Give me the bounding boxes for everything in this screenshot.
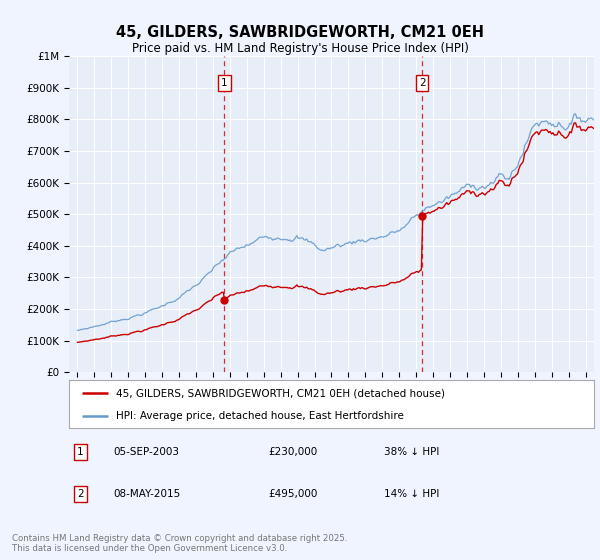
Text: Price paid vs. HM Land Registry's House Price Index (HPI): Price paid vs. HM Land Registry's House … [131,42,469,55]
Text: 1: 1 [221,78,227,88]
Text: 38% ↓ HPI: 38% ↓ HPI [384,447,439,457]
Text: HPI: Average price, detached house, East Hertfordshire: HPI: Average price, detached house, East… [116,411,404,421]
Text: £230,000: £230,000 [269,447,318,457]
Text: £495,000: £495,000 [269,489,318,499]
Text: 05-SEP-2003: 05-SEP-2003 [113,447,179,457]
Text: Contains HM Land Registry data © Crown copyright and database right 2025.
This d: Contains HM Land Registry data © Crown c… [12,534,347,553]
Text: 14% ↓ HPI: 14% ↓ HPI [384,489,439,499]
Text: 45, GILDERS, SAWBRIDGEWORTH, CM21 0EH (detached house): 45, GILDERS, SAWBRIDGEWORTH, CM21 0EH (d… [116,388,445,398]
Text: 1: 1 [77,447,84,457]
Text: 45, GILDERS, SAWBRIDGEWORTH, CM21 0EH: 45, GILDERS, SAWBRIDGEWORTH, CM21 0EH [116,25,484,40]
Text: 2: 2 [419,78,425,88]
Text: 08-MAY-2015: 08-MAY-2015 [113,489,181,499]
Text: 2: 2 [77,489,84,499]
